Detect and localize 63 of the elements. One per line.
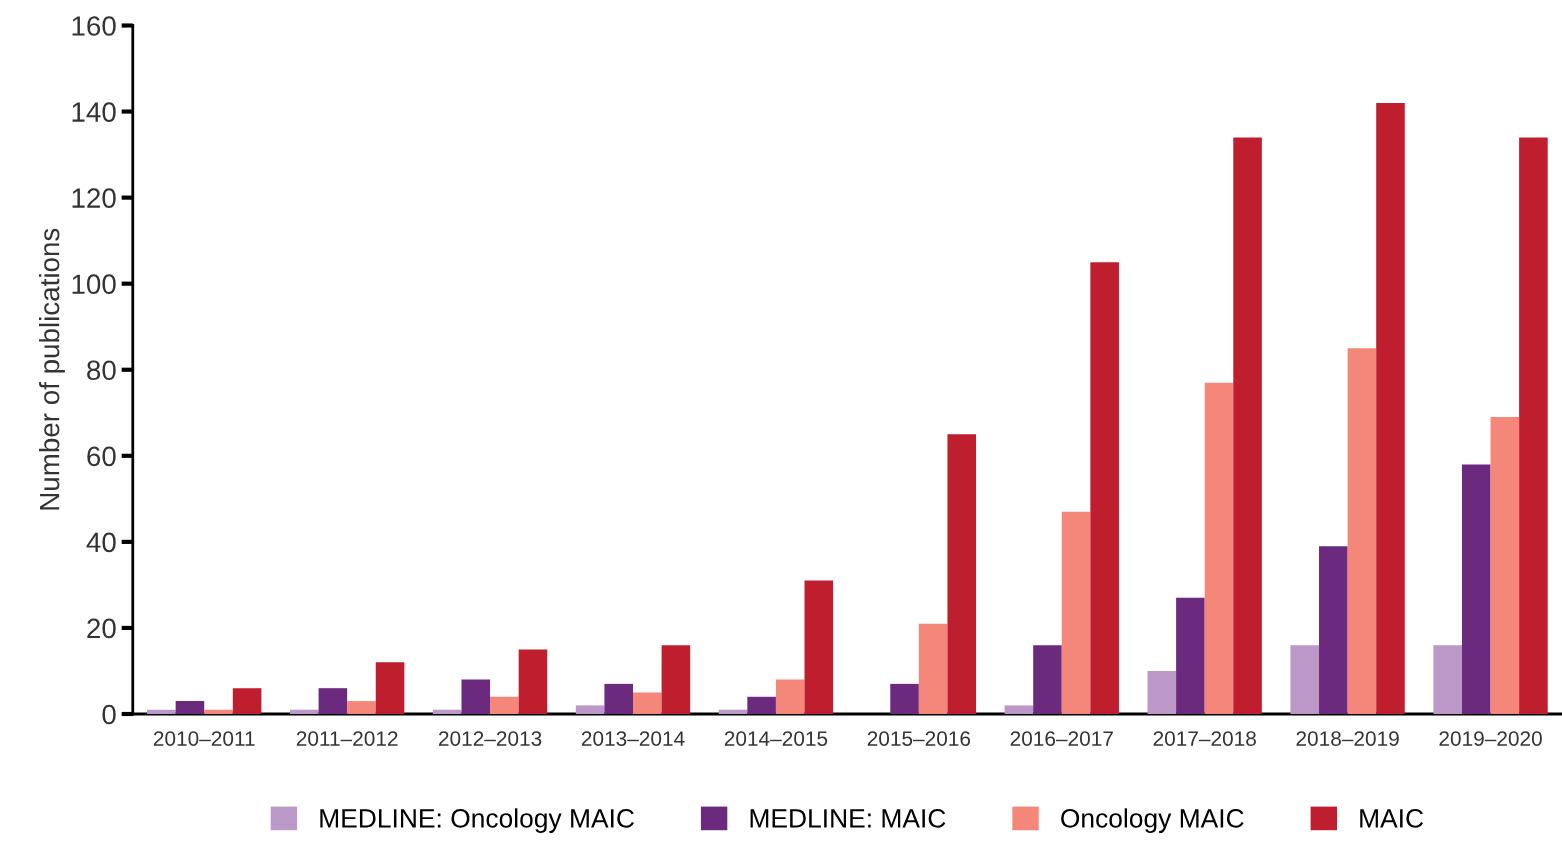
bar xyxy=(175,701,205,714)
bar xyxy=(1290,645,1320,714)
bar xyxy=(1376,102,1405,714)
x-tick-label: 2011–2012 xyxy=(296,731,398,746)
x-tick-label: 2018–2019 xyxy=(1296,731,1399,746)
bar xyxy=(318,688,348,714)
bar xyxy=(347,701,376,714)
bar xyxy=(1233,137,1262,714)
bar xyxy=(490,696,519,714)
y-tick-label: 140 xyxy=(72,102,116,122)
legend-label: MEDLINE: MAIC xyxy=(750,809,946,828)
bar xyxy=(633,692,662,714)
legend-label: Oncology MAIC xyxy=(1061,808,1244,833)
bar xyxy=(432,709,462,714)
bar xyxy=(890,683,919,714)
bar xyxy=(1319,546,1348,714)
y-tick-label: 160 xyxy=(72,16,116,36)
bar xyxy=(1490,417,1520,714)
bar xyxy=(1204,382,1234,714)
bar xyxy=(1090,262,1119,714)
bar xyxy=(461,679,491,714)
x-tick-label: 2012–2013 xyxy=(438,731,542,746)
y-tick-label: 100 xyxy=(72,274,116,295)
bar xyxy=(718,709,748,714)
bar xyxy=(947,434,977,714)
legend-label: MAIC xyxy=(1360,809,1424,828)
bar xyxy=(232,688,262,714)
y-tick-label: 60 xyxy=(87,446,116,467)
bar xyxy=(204,709,233,714)
x-tick-label: 2013–2014 xyxy=(581,731,685,746)
bar xyxy=(518,649,548,714)
x-tick-label: 2014–2015 xyxy=(724,731,828,746)
bar xyxy=(1061,511,1091,714)
x-tick-label: 2010–2011 xyxy=(153,731,255,746)
x-tick-label: 2017–2018 xyxy=(1153,731,1256,746)
bar xyxy=(1461,464,1491,714)
bar xyxy=(775,679,805,714)
legend-label: MEDLINE: Oncology MAIC xyxy=(320,808,634,833)
bar xyxy=(147,709,176,714)
bar xyxy=(1347,348,1377,714)
y-tick-label: 40 xyxy=(86,532,116,553)
bar xyxy=(747,696,776,714)
bar xyxy=(1147,670,1177,714)
x-tick-label: 2015–2016 xyxy=(867,731,971,746)
bar xyxy=(604,683,633,714)
bar xyxy=(918,623,948,714)
y-tick-label: 120 xyxy=(72,188,116,208)
x-tick-label: 2019–2020 xyxy=(1439,731,1542,746)
bar xyxy=(289,709,319,714)
bar xyxy=(804,580,834,714)
bar xyxy=(1519,137,1548,714)
bar xyxy=(1004,705,1034,714)
y-tick-label: 0 xyxy=(102,704,116,725)
bar xyxy=(661,645,691,714)
bar xyxy=(1433,645,1462,714)
y-axis-title: Number of publications xyxy=(39,228,65,510)
bar xyxy=(375,662,405,714)
x-tick-label: 2016–2017 xyxy=(1010,731,1113,746)
bar xyxy=(1176,597,1205,714)
bar xyxy=(1033,645,1062,714)
y-tick-label: 80 xyxy=(87,360,116,381)
bar xyxy=(575,705,605,714)
y-tick-label: 20 xyxy=(87,618,116,639)
